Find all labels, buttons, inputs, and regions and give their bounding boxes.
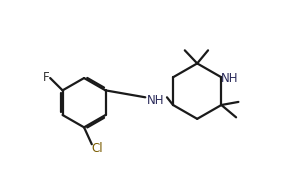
Text: NH: NH bbox=[147, 94, 165, 107]
Text: NH: NH bbox=[221, 72, 239, 85]
Text: Cl: Cl bbox=[91, 142, 103, 155]
Text: F: F bbox=[43, 71, 50, 84]
